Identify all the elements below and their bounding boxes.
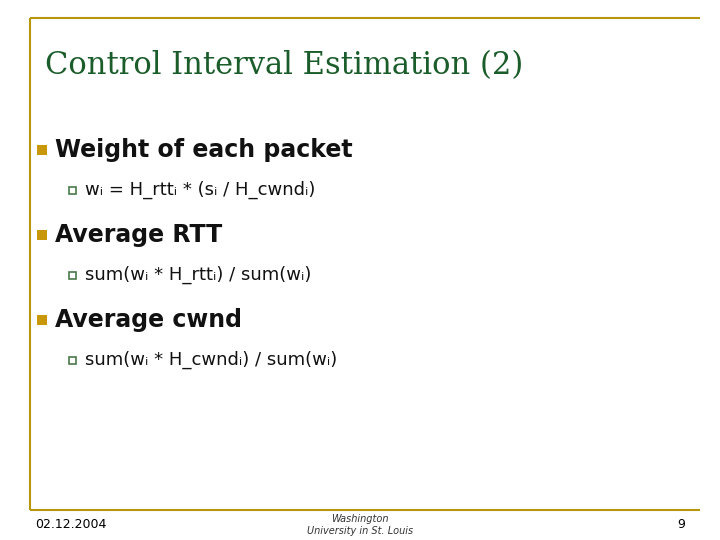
Text: Average RTT: Average RTT: [55, 223, 222, 247]
Text: wᵢ = H_rttᵢ * (sᵢ / H_cwndᵢ): wᵢ = H_rttᵢ * (sᵢ / H_cwndᵢ): [85, 181, 315, 199]
Bar: [69, 272, 76, 279]
Text: Control Interval Estimation (2): Control Interval Estimation (2): [45, 50, 523, 81]
Bar: [37, 315, 47, 325]
Bar: [37, 230, 47, 240]
Bar: [37, 145, 47, 155]
Text: 9: 9: [677, 518, 685, 531]
Bar: [69, 356, 76, 363]
Text: 02.12.2004: 02.12.2004: [35, 518, 107, 531]
Text: Washington
University in St. Louis: Washington University in St. Louis: [307, 514, 413, 536]
Text: Average cwnd: Average cwnd: [55, 308, 242, 332]
Text: sum(wᵢ * H_rttᵢ) / sum(wᵢ): sum(wᵢ * H_rttᵢ) / sum(wᵢ): [85, 266, 311, 284]
Text: Weight of each packet: Weight of each packet: [55, 138, 353, 162]
Text: sum(wᵢ * H_cwndᵢ) / sum(wᵢ): sum(wᵢ * H_cwndᵢ) / sum(wᵢ): [85, 351, 337, 369]
Bar: [69, 186, 76, 193]
